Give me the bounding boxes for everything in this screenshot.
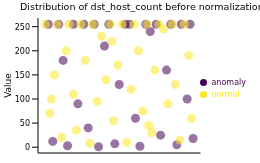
svg-text:200: 200 <box>15 47 30 56</box>
svg-text:0: 0 <box>25 143 30 152</box>
html-text:anomaly: anomaly <box>211 77 246 87</box>
html-text:normal: normal <box>211 89 240 99</box>
svg-text:150: 150 <box>15 71 30 80</box>
svg-text:250: 250 <box>15 23 30 32</box>
svg-text:Value: Value <box>8 73 13 98</box>
svg-text:100: 100 <box>15 95 30 104</box>
svg-text:50: 50 <box>20 119 30 128</box>
